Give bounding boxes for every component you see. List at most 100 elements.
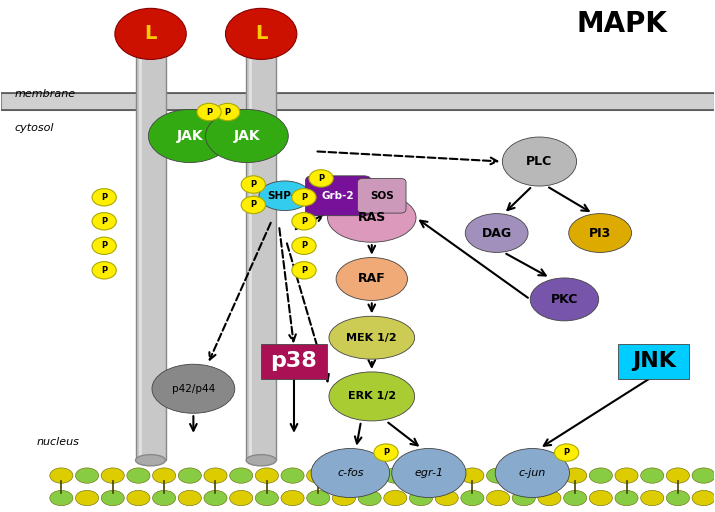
Ellipse shape	[149, 110, 231, 162]
Circle shape	[292, 237, 316, 254]
Text: c-fos: c-fos	[337, 468, 364, 478]
Ellipse shape	[641, 490, 664, 506]
Text: PKC: PKC	[551, 293, 578, 306]
Text: P: P	[101, 193, 107, 202]
Circle shape	[554, 444, 578, 461]
Ellipse shape	[568, 214, 631, 252]
Ellipse shape	[204, 468, 227, 483]
Text: p38: p38	[270, 351, 317, 371]
Ellipse shape	[692, 490, 715, 506]
Circle shape	[292, 188, 316, 206]
Ellipse shape	[666, 468, 689, 483]
Ellipse shape	[512, 468, 536, 483]
Ellipse shape	[307, 468, 330, 483]
Ellipse shape	[152, 490, 176, 506]
Circle shape	[309, 169, 333, 187]
Ellipse shape	[512, 490, 536, 506]
Ellipse shape	[392, 449, 466, 498]
Text: P: P	[225, 108, 231, 117]
Text: P: P	[301, 217, 307, 226]
Ellipse shape	[255, 468, 278, 483]
Text: JNK: JNK	[632, 351, 676, 371]
Ellipse shape	[589, 490, 613, 506]
Ellipse shape	[50, 490, 73, 506]
Text: SOS: SOS	[370, 191, 394, 201]
Text: cytosol: cytosol	[15, 123, 54, 133]
Ellipse shape	[486, 490, 510, 506]
Text: ERK 1/2: ERK 1/2	[347, 391, 396, 401]
Ellipse shape	[329, 372, 415, 421]
Circle shape	[292, 212, 316, 230]
Ellipse shape	[327, 193, 416, 242]
Text: P: P	[301, 193, 307, 202]
Ellipse shape	[246, 15, 276, 27]
Ellipse shape	[255, 490, 278, 506]
Text: JAK: JAK	[177, 129, 203, 143]
Ellipse shape	[152, 468, 176, 483]
Ellipse shape	[152, 364, 235, 413]
Circle shape	[197, 103, 221, 121]
Ellipse shape	[692, 468, 715, 483]
Circle shape	[92, 262, 117, 279]
Ellipse shape	[461, 490, 484, 506]
Text: L: L	[144, 25, 157, 44]
Text: RAS: RAS	[358, 211, 386, 224]
FancyBboxPatch shape	[618, 344, 689, 378]
Ellipse shape	[329, 316, 415, 359]
Ellipse shape	[486, 468, 510, 483]
Ellipse shape	[384, 490, 407, 506]
Text: P: P	[101, 217, 107, 226]
Ellipse shape	[332, 468, 355, 483]
Circle shape	[92, 237, 117, 254]
Ellipse shape	[465, 214, 528, 252]
Ellipse shape	[281, 490, 304, 506]
Text: L: L	[255, 25, 267, 44]
Text: Grb-2: Grb-2	[322, 191, 355, 201]
FancyBboxPatch shape	[246, 21, 276, 460]
Ellipse shape	[435, 490, 458, 506]
Ellipse shape	[358, 490, 381, 506]
Circle shape	[115, 8, 186, 59]
Ellipse shape	[410, 490, 433, 506]
Ellipse shape	[127, 490, 150, 506]
Text: egr-1: egr-1	[414, 468, 443, 478]
Text: PLC: PLC	[526, 155, 553, 168]
FancyBboxPatch shape	[305, 176, 371, 216]
Text: P: P	[250, 200, 257, 209]
Ellipse shape	[538, 468, 561, 483]
Circle shape	[241, 176, 265, 193]
Text: P: P	[101, 266, 107, 275]
Text: P: P	[250, 180, 257, 189]
Ellipse shape	[563, 490, 587, 506]
Ellipse shape	[205, 110, 288, 162]
Bar	[1, 93, 714, 111]
Ellipse shape	[435, 468, 458, 483]
Ellipse shape	[641, 468, 664, 483]
Circle shape	[292, 262, 316, 279]
Ellipse shape	[101, 490, 124, 506]
Text: P: P	[301, 266, 307, 275]
FancyBboxPatch shape	[261, 344, 327, 378]
FancyBboxPatch shape	[136, 21, 166, 460]
Ellipse shape	[410, 468, 433, 483]
Ellipse shape	[76, 468, 99, 483]
Ellipse shape	[101, 468, 124, 483]
Text: c-jun: c-jun	[518, 468, 546, 478]
Ellipse shape	[503, 137, 576, 186]
Ellipse shape	[230, 490, 252, 506]
Ellipse shape	[666, 490, 689, 506]
Ellipse shape	[178, 468, 202, 483]
Text: P: P	[206, 108, 212, 117]
Text: P: P	[318, 174, 324, 183]
Text: DAG: DAG	[482, 226, 512, 240]
Circle shape	[241, 196, 265, 214]
Circle shape	[92, 212, 117, 230]
Ellipse shape	[358, 468, 381, 483]
Ellipse shape	[563, 468, 587, 483]
Ellipse shape	[615, 490, 638, 506]
Ellipse shape	[461, 468, 484, 483]
Ellipse shape	[336, 258, 408, 301]
Ellipse shape	[307, 490, 330, 506]
Text: P: P	[301, 241, 307, 250]
Text: P: P	[383, 448, 389, 457]
